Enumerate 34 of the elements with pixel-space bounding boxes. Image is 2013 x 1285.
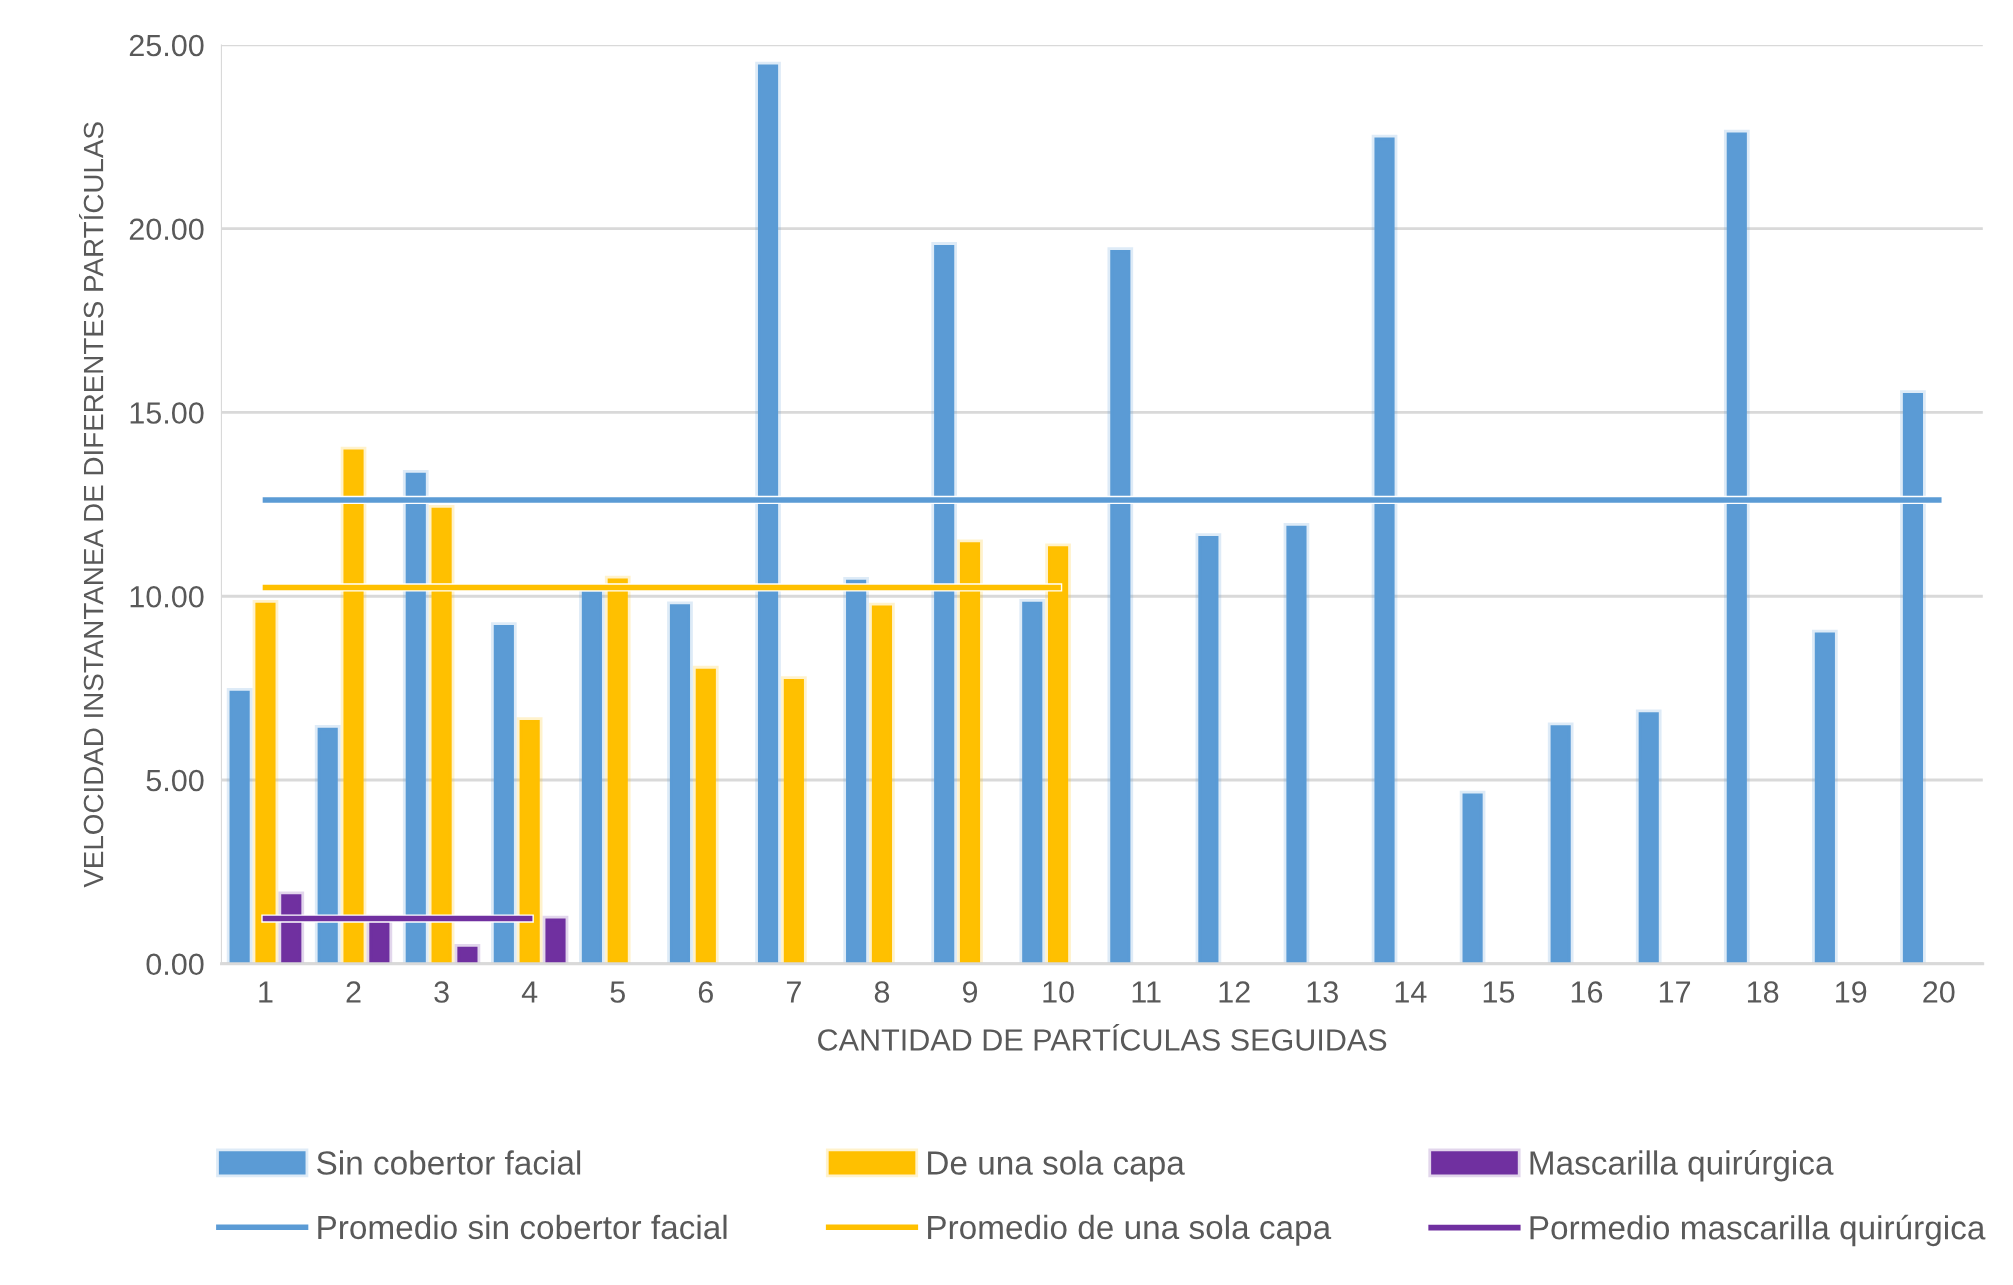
x-tick-label: 20 [1923, 981, 1955, 1003]
x-tick-label: 13 [1307, 981, 1338, 1003]
y-tick-label: 5.00 [146, 769, 204, 792]
x-tick-label: 14 [1395, 981, 1427, 1003]
legend-label: Pormedio mascarilla quirúrgica [1530, 1214, 1986, 1247]
y-tick-label: 15.00 [130, 402, 204, 424]
x-tick-label: 19 [1836, 981, 1867, 1003]
y-tick-label: 25.00 [129, 34, 204, 57]
x-tick-label: 3 [434, 981, 449, 1003]
x-tick-label: 18 [1747, 981, 1779, 1003]
y-tick-label: 20.00 [129, 218, 204, 241]
y-tick-label: 10.00 [130, 585, 204, 608]
x-tick-label: 17 [1659, 981, 1691, 1003]
legend-label: Promedio sin cobertor facial [318, 1214, 727, 1240]
legend-label: Mascarilla quirúrgica [1530, 1149, 1834, 1182]
legend-label: De una sola capa [928, 1150, 1185, 1182]
x-tick-label: 12 [1219, 981, 1250, 1003]
x-tick-label: 10 [1043, 981, 1074, 1003]
x-tick-label: 6 [698, 981, 713, 1003]
x-axis-title: CANTIDAD DE PARTÍCULAS SEGUIDAS [818, 1023, 1387, 1051]
x-tick-label: 5 [610, 981, 625, 1003]
x-tick-label: 15 [1483, 981, 1515, 1003]
x-tick-label: 4 [521, 981, 538, 1003]
x-tick-label: 7 [786, 981, 801, 1003]
legend-label: Promedio de una sola capa [928, 1214, 1332, 1246]
y-axis-title: VELOCIDAD INSTANTANEA DE DIFERENTES PARTÍCULAS [79, 122, 104, 888]
x-tick-label: 9 [962, 981, 978, 1003]
x-tick-label: 11 [1132, 981, 1161, 1003]
y-tick-label: 0.00 [146, 953, 204, 976]
x-tick-label: 1 [259, 981, 273, 1003]
x-tick-label: 2 [346, 981, 361, 1003]
x-tick-label: 8 [874, 981, 890, 1003]
legend-label: Sin cobertor facial [317, 1150, 581, 1175]
x-tick-label: 16 [1571, 981, 1603, 1003]
